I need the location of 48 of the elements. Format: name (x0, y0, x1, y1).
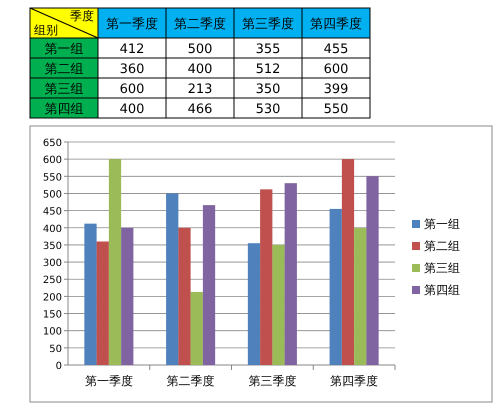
data-label: 530 (256, 102, 280, 117)
y-tick-label: 150 (42, 310, 62, 321)
legend-label: 第四组 (424, 283, 460, 297)
text: 第三组 (44, 82, 84, 97)
x-tick-label: 第二季度 (166, 374, 215, 388)
y-tick-label: 650 (42, 138, 62, 149)
category-label: 第三季度 (242, 17, 294, 32)
category-label: 第二季度 (174, 17, 226, 32)
data-label: 455 (324, 42, 348, 57)
x-tick-label: 第一季度 (84, 374, 133, 388)
x-tick-label: 第三季度 (248, 374, 296, 388)
text: 组别 (34, 23, 58, 37)
y-tick-label: 400 (42, 224, 62, 235)
data-label: 350 (256, 82, 280, 97)
y-tick-label: 50 (49, 344, 62, 355)
y-tick-label: 0 (56, 361, 62, 372)
y-tick-label: 200 (42, 292, 62, 304)
legend-label: 第一组 (424, 217, 460, 231)
y-tick-label: 550 (42, 172, 62, 184)
y-tick-label: 250 (42, 275, 62, 286)
data-label: 512 (256, 62, 280, 77)
legend-label: 第二组 (424, 239, 460, 253)
y-tick-label: 300 (42, 258, 62, 270)
data-label: 466 (188, 102, 212, 117)
data-label: 412 (120, 42, 144, 57)
y-tick-label: 500 (42, 189, 62, 200)
text: 季度 (70, 9, 94, 23)
data-label: 550 (324, 102, 348, 117)
legend-label: 第三组 (424, 261, 460, 275)
y-tick-label: 450 (42, 206, 62, 218)
data-label: 600 (324, 62, 348, 77)
y-tick-label: 100 (42, 326, 62, 338)
data-label: 400 (188, 62, 212, 77)
x-tick-label: 第四季度 (330, 374, 378, 388)
data-label: 360 (120, 62, 144, 77)
data-label: 400 (120, 102, 144, 117)
data-label: 213 (188, 82, 212, 97)
data-label: 500 (188, 42, 212, 57)
y-tick-label: 350 (42, 240, 62, 252)
data-label: 399 (324, 82, 348, 97)
y-tick-label: 600 (42, 155, 62, 166)
text: 第四组 (44, 102, 84, 117)
text: 第二组 (44, 62, 84, 77)
data-label: 600 (120, 82, 144, 97)
data-label: 355 (256, 42, 280, 57)
category-label: 第四季度 (310, 17, 362, 32)
text: 第一组 (44, 42, 84, 57)
category-label: 第一季度 (106, 17, 158, 32)
